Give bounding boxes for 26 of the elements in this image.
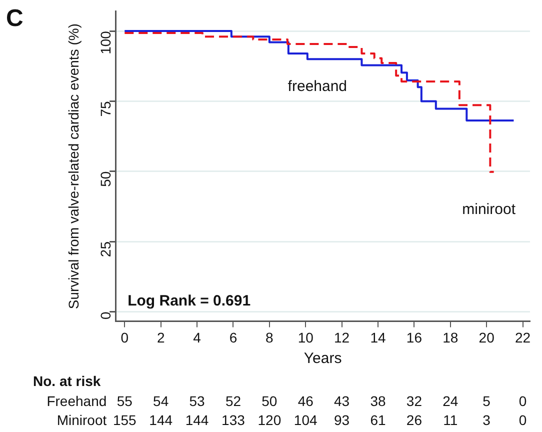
y-tick-label: 75 [97, 100, 114, 117]
y-axis-title: Survival from valve-related cardiac events (%) [65, 24, 82, 310]
x-axis-title: Years [304, 350, 342, 368]
x-tick-label: 4 [193, 329, 202, 346]
text: Miniroot 155 144 144 133 120 104 93 61 26 11 3 0 [56, 412, 527, 428]
x-tick-label: 16 [406, 329, 422, 346]
annotation: Log Rank = 0.691 [128, 292, 251, 310]
x-tick-label: 14 [370, 329, 386, 346]
x-tick-label: 18 [442, 329, 458, 346]
series-label: freehand [288, 78, 348, 96]
x-tick-label: 12 [334, 329, 350, 346]
text: Freehand 55 54 53 52 50 46 43 38 32 24 5 0 [46, 393, 527, 409]
x-tick-label: 20 [478, 329, 495, 346]
text: No. at risk [33, 373, 101, 389]
x-tick-label: 0 [120, 329, 129, 346]
x-tick-label: 6 [229, 329, 238, 346]
x-tick-label: 10 [298, 329, 314, 346]
x-tick-label: 2 [156, 329, 165, 346]
text: miniroot [462, 201, 516, 218]
y-tick-label: 50 [97, 171, 114, 187]
y-tick-label: 0 [97, 311, 114, 320]
x-tick-label: 8 [266, 329, 274, 346]
x-tick-label: 22 [514, 329, 531, 346]
text: C [6, 5, 24, 32]
y-tick-label: 25 [97, 241, 114, 258]
y-tick-label: 100 [97, 30, 114, 54]
